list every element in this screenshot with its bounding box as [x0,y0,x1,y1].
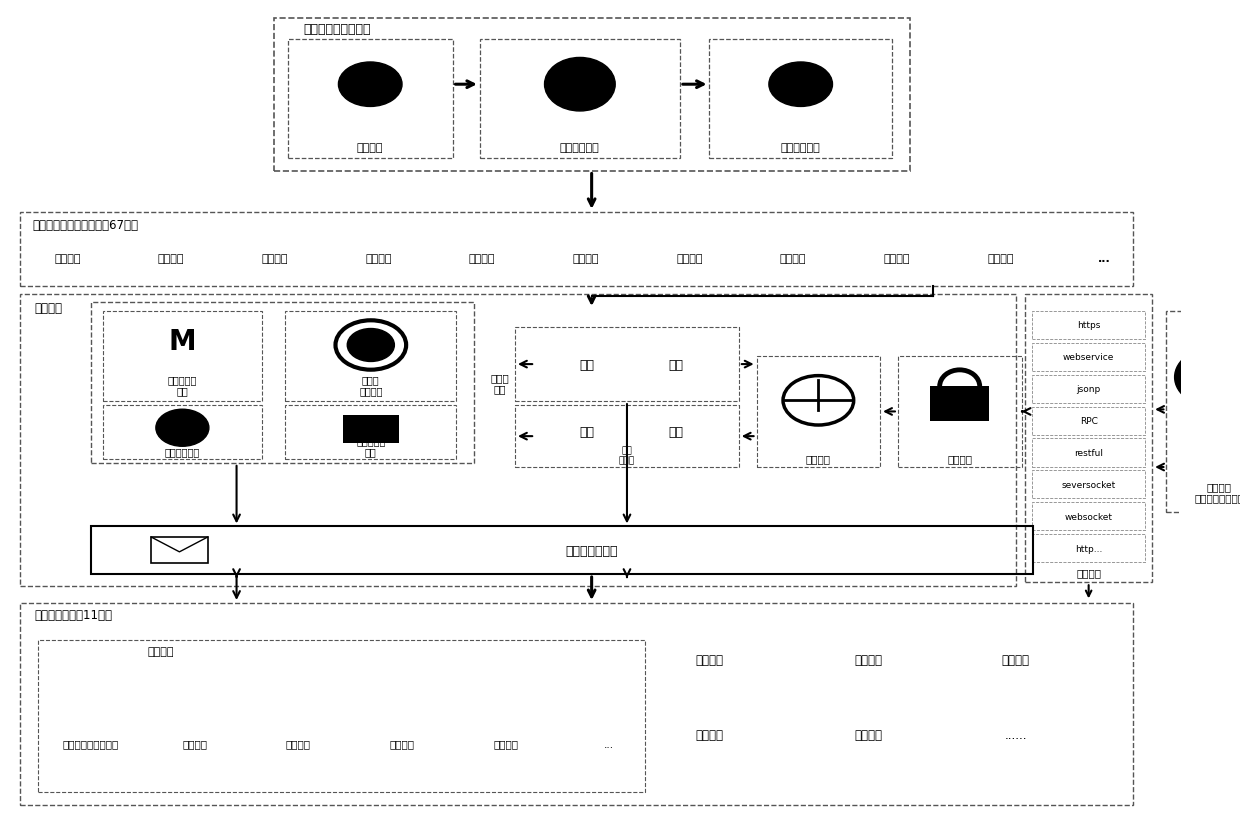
Text: ......: ...... [1004,728,1027,740]
Bar [1032,375,1146,403]
Circle shape [339,63,402,108]
Text: 波形拟合: 波形拟合 [780,254,806,264]
Text: 综合测距: 综合测距 [262,254,288,264]
Circle shape [769,63,832,108]
Text: 格式转换: 格式转换 [157,254,185,264]
Circle shape [347,329,394,362]
Text: 容器
虚拟化: 容器 虚拟化 [619,445,635,465]
Text: 综合测距: 综合测距 [494,739,518,749]
Bar [756,356,880,468]
Bar [285,311,456,402]
Bar [20,295,1016,587]
Text: 规约转换程序: 规约转换程序 [781,142,821,152]
Text: 简报生成: 简报生成 [883,254,910,264]
Bar [709,40,892,159]
Text: 安全防护: 安全防护 [947,454,972,464]
Text: 数据采集及持久化层: 数据采集及持久化层 [303,23,371,36]
Bar [38,640,645,792]
Bar [930,387,990,421]
Text: 数据库持久化: 数据库持久化 [560,142,600,152]
Text: 容器: 容器 [579,359,594,371]
Text: 故障简报: 故障简报 [1002,653,1029,666]
Text: 数据挖掘: 数据挖掘 [366,254,392,264]
Text: 故障分析: 故障分析 [469,254,495,264]
Text: 通讯程序: 通讯程序 [357,142,383,152]
Bar [151,537,208,564]
Text: jsonp: jsonp [1076,385,1101,394]
Text: 地理信息: 地理信息 [696,653,723,666]
Bar [1025,295,1152,583]
Bar [1032,311,1146,339]
Bar [20,213,1133,286]
Text: ...: ... [604,739,614,749]
Text: 异步处理: 异步处理 [55,254,81,264]
Text: RPC: RPC [1080,416,1097,426]
Bar [288,40,453,159]
Text: seversocket: seversocket [1061,480,1116,489]
Text: 波形级联: 波形级联 [389,739,414,749]
Text: 分布式
任务引擎: 分布式 任务引擎 [360,374,383,396]
Text: webservice: webservice [1063,353,1115,362]
Bar [1032,344,1146,372]
Text: https: https [1078,321,1100,330]
Text: 波形分析: 波形分析 [148,646,174,656]
Bar [91,303,474,464]
Bar [1032,503,1146,531]
Text: ...: ... [1097,254,1110,264]
Text: 分布式数据库: 分布式数据库 [165,447,200,457]
Bar [1032,471,1146,498]
Text: 总线机制: 总线机制 [35,301,62,315]
Text: M: M [169,328,196,355]
Bar [285,406,456,460]
Bar [103,311,262,402]
Text: 分布式消息总线: 分布式消息总线 [565,544,618,557]
Text: http...: http... [1075,544,1102,553]
Bar [1032,535,1146,562]
Text: 分布式
套件: 分布式 套件 [490,373,510,394]
Text: 异步解析（大文件）: 异步解析（大文件） [63,739,119,749]
Bar [515,406,739,468]
Bar [91,527,1033,575]
Text: 统计分析: 统计分析 [573,254,599,264]
Text: 综合统计: 综合统计 [696,728,723,740]
Text: 故障推送: 故障推送 [854,653,883,666]
Bar [20,603,1133,805]
Ellipse shape [156,410,208,447]
Bar [515,328,739,402]
Text: 容器: 容器 [668,359,683,371]
Text: 扰动判断: 扰动判断 [676,254,703,264]
Text: 其他系统
（如大数据系统）: 其他系统 （如大数据系统） [1194,481,1240,503]
Ellipse shape [544,58,615,112]
Text: restful: restful [1074,449,1104,457]
Text: 模块化业务逻辑单元（共67项）: 模块化业务逻辑单元（共67项） [32,219,138,231]
Text: 负载均衡: 负载均衡 [806,454,831,464]
Bar [1032,439,1146,467]
Bar [342,416,399,443]
Circle shape [1174,346,1240,409]
Text: 远程召唤: 远程召唤 [854,728,883,740]
Bar [480,40,680,159]
Text: 其他分布式
套件: 其他分布式 套件 [356,436,386,457]
Bar [898,356,1022,468]
Text: 波形拟合: 波形拟合 [182,739,207,749]
Bar [1032,407,1146,436]
Text: 对外接口: 对外接口 [1076,568,1101,578]
Text: websocket: websocket [1065,513,1112,521]
Bar [274,19,910,171]
Text: 高层应用层（共11项）: 高层应用层（共11项） [35,608,113,621]
Text: 容器: 容器 [579,426,594,438]
Text: 时间同步: 时间同步 [286,739,311,749]
Text: 数据同步: 数据同步 [987,254,1013,264]
Bar [103,406,262,460]
Bar [1167,311,1240,513]
Text: 容器: 容器 [668,426,683,438]
Text: 并行式计算
引擎: 并行式计算 引擎 [167,374,197,396]
